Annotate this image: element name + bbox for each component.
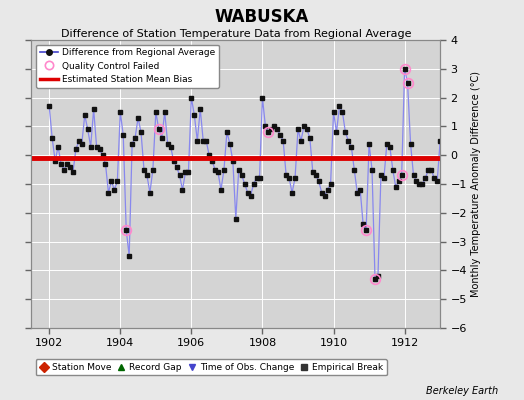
Y-axis label: Monthly Temperature Anomaly Difference (°C): Monthly Temperature Anomaly Difference (… xyxy=(471,71,481,297)
Legend: Station Move, Record Gap, Time of Obs. Change, Empirical Break: Station Move, Record Gap, Time of Obs. C… xyxy=(36,359,387,375)
Title: Difference of Station Temperature Data from Regional Average: Difference of Station Temperature Data f… xyxy=(61,29,411,39)
Text: WABUSKA: WABUSKA xyxy=(215,8,309,26)
Text: Berkeley Earth: Berkeley Earth xyxy=(425,386,498,396)
